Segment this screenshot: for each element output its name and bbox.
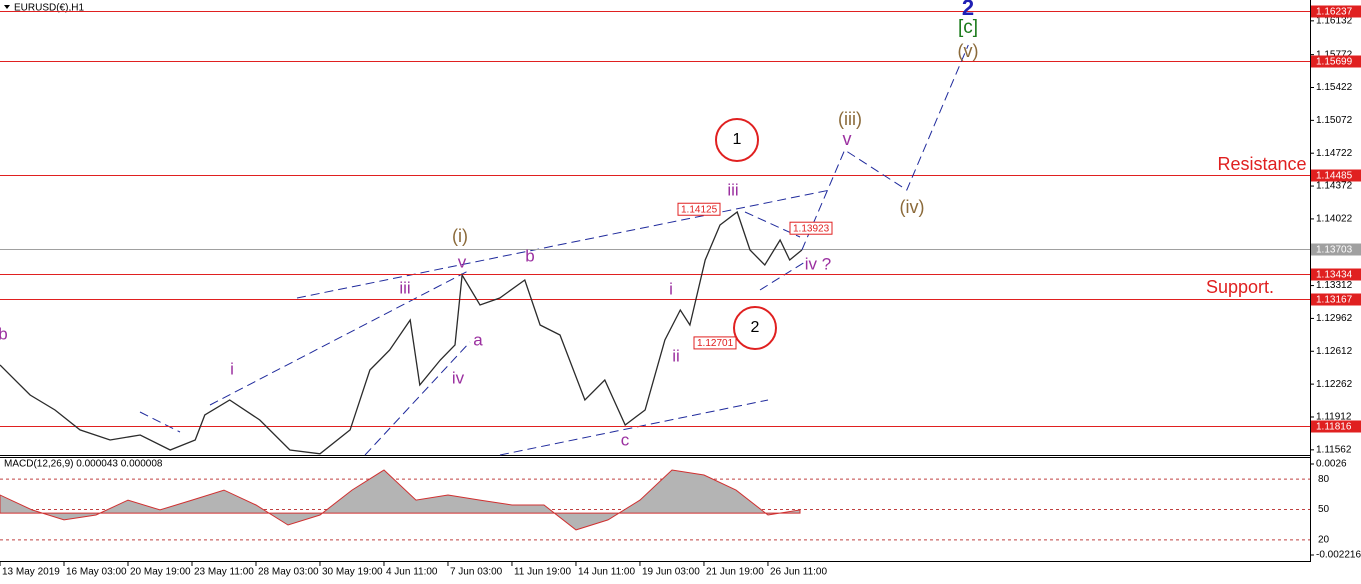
wave-label: iii xyxy=(727,180,738,199)
x-tick-label: 11 Jun 19:00 xyxy=(514,567,572,578)
price-tag-label: 1.14125 xyxy=(681,204,718,215)
wave-label: (v) xyxy=(958,41,979,61)
y-tick-label: 1.15072 xyxy=(1316,115,1353,126)
y-tick-label: 1.12262 xyxy=(1316,379,1353,390)
price-line xyxy=(0,210,803,455)
level-tag xyxy=(1311,169,1361,182)
x-tick-label: 23 May 11:00 xyxy=(194,567,254,578)
x-tick-label: 30 May 19:00 xyxy=(322,567,383,578)
price-tag xyxy=(789,221,833,235)
wave-label: Resistance xyxy=(1217,154,1306,174)
y-tick-label: 1.14022 xyxy=(1316,214,1353,225)
y-tick-label: 1.13312 xyxy=(1316,280,1353,291)
wave-label: (i) xyxy=(452,226,468,246)
macd-level-label: 50 xyxy=(1318,504,1330,515)
wave-label: (iii) xyxy=(838,109,862,129)
wave-label: c xyxy=(621,430,630,449)
wave-label: ii xyxy=(672,346,680,365)
level-tag xyxy=(1311,293,1361,306)
wave-circle xyxy=(715,118,759,162)
x-tick-label: 28 May 03:00 xyxy=(258,567,319,578)
macd-histogram xyxy=(0,469,801,531)
wave-label: 2 xyxy=(751,319,760,336)
trend-lines xyxy=(139,189,831,456)
wave-label: 2 xyxy=(962,0,974,20)
x-tick-label: 14 Jun 11:00 xyxy=(578,567,636,578)
wave-label: a xyxy=(473,330,483,349)
wave-label: i xyxy=(669,279,673,298)
wave-circle xyxy=(733,306,777,350)
wave-label: b xyxy=(525,246,534,265)
y-tick-label: 1.11562 xyxy=(1316,444,1352,455)
y-tick-label: 1.16132 xyxy=(1316,15,1353,26)
wave-label: i xyxy=(230,359,234,378)
y-tick-label: 1.14722 xyxy=(1316,148,1353,159)
macd-level-label: 80 xyxy=(1318,474,1330,485)
wave-label: iv ? xyxy=(805,254,831,273)
y-tick-label: 1.14372 xyxy=(1316,181,1353,192)
y-tick-label: 1.12962 xyxy=(1316,313,1353,324)
y-tick-label: 1.12612 xyxy=(1316,346,1353,357)
level-tag-label: 1.11816 xyxy=(1316,422,1352,433)
level-tag xyxy=(1311,268,1361,281)
x-tick-label: 4 Jun 11:00 xyxy=(386,567,438,578)
macd-tick-label: -0.002216 xyxy=(1316,550,1361,561)
level-tag-label: 1.13434 xyxy=(1316,270,1353,281)
level-tag xyxy=(1311,243,1361,256)
x-tick-label: 16 May 03:00 xyxy=(66,567,127,578)
wave-label: iv xyxy=(452,368,465,387)
level-tag-label: 1.15699 xyxy=(1316,57,1353,68)
wave-label: v xyxy=(458,252,467,271)
y-tick-label: 1.15422 xyxy=(1316,82,1353,93)
wave-label: (iv) xyxy=(900,197,925,217)
wave-label: 1 xyxy=(733,131,742,148)
level-tag-label: 1.13167 xyxy=(1316,295,1353,306)
macd-label: MACD(12,26,9) 0.000043 0.000008 xyxy=(4,459,163,470)
chart-title: EURUSD(€),H1 xyxy=(14,3,84,14)
level-tag-label: 1.16237 xyxy=(1316,7,1353,18)
macd-tick-label: 0.0026 xyxy=(1316,459,1347,470)
wave-label: iii xyxy=(399,278,410,297)
projection-line xyxy=(801,44,969,251)
x-tick-label: 26 Jun 11:00 xyxy=(770,567,828,578)
wave-label: Support. xyxy=(1206,277,1274,297)
x-tick-label: 21 Jun 19:00 xyxy=(706,567,764,578)
level-tag xyxy=(1311,420,1361,433)
level-tag-label: 1.14485 xyxy=(1316,171,1353,182)
level-tag xyxy=(1311,5,1361,18)
x-tick-label: 19 Jun 03:00 xyxy=(642,567,700,578)
y-tick-label: 1.15772 xyxy=(1316,49,1353,60)
y-tick-label: 1.11912 xyxy=(1316,412,1352,423)
x-tick-label: 20 May 19:00 xyxy=(130,567,191,578)
price-tag xyxy=(677,202,721,216)
level-tag xyxy=(1311,55,1361,68)
price-tag-label: 1.12701 xyxy=(697,338,734,349)
wave-label: b xyxy=(0,324,8,343)
x-tick-label: 7 Jun 03:00 xyxy=(450,567,503,578)
wave-label: [c] xyxy=(958,17,978,38)
price-tag-label: 1.13923 xyxy=(793,223,830,234)
level-tag-label: 1.13703 xyxy=(1316,245,1353,256)
x-tick-label: 13 May 2019 xyxy=(2,567,60,578)
wave-label: v xyxy=(843,129,852,149)
menu-arrow[interactable] xyxy=(4,5,10,9)
macd-level-label: 20 xyxy=(1318,534,1330,545)
price-tag xyxy=(693,336,737,350)
